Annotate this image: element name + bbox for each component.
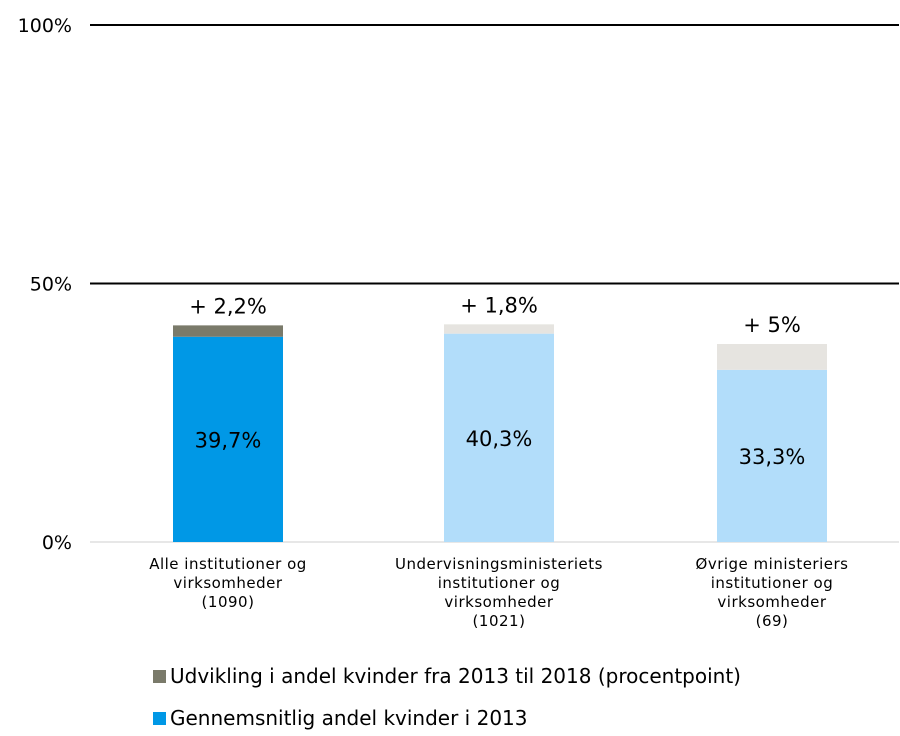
category-label: (1021) [473, 612, 526, 630]
y-tick-label: 100% [18, 15, 72, 37]
bar-increase-1 [444, 324, 554, 334]
legend-swatch [153, 670, 166, 683]
bar-value-label: 40,3% [466, 427, 533, 451]
category-label: virksomheder [444, 593, 553, 611]
bar-base-0 [173, 336, 283, 542]
category-label: Øvrige ministeriers [696, 555, 849, 573]
bar-value-label: 33,3% [739, 445, 806, 469]
bar-base-1 [444, 333, 554, 542]
category-label: (1090) [202, 593, 255, 611]
bar-increase-2 [717, 343, 827, 370]
category-label: Alle institutioner og [149, 555, 307, 573]
bar-increase-label: + 5% [743, 313, 801, 337]
category-label: Undervisningsministeriets [395, 555, 603, 573]
bar-value-label: 39,7% [195, 428, 262, 452]
category-label: institutioner og [711, 574, 834, 592]
legend-label: Udvikling i andel kvinder fra 2013 til 2… [170, 664, 741, 688]
category-label: institutioner og [438, 574, 561, 592]
category-label: virksomheder [717, 593, 826, 611]
category-label: virksomheder [173, 574, 282, 592]
bar-increase-label: + 1,8% [460, 293, 538, 317]
legend-swatch [153, 712, 166, 725]
bar-increase-label: + 2,2% [189, 294, 267, 318]
bar-base-2 [717, 369, 827, 542]
legend-label: Gennemsnitlig andel kvinder i 2013 [170, 706, 528, 730]
y-tick-label: 0% [42, 532, 72, 554]
category-label: (69) [756, 612, 789, 630]
bar-increase-0 [173, 325, 283, 337]
y-tick-label: 50% [30, 274, 72, 296]
